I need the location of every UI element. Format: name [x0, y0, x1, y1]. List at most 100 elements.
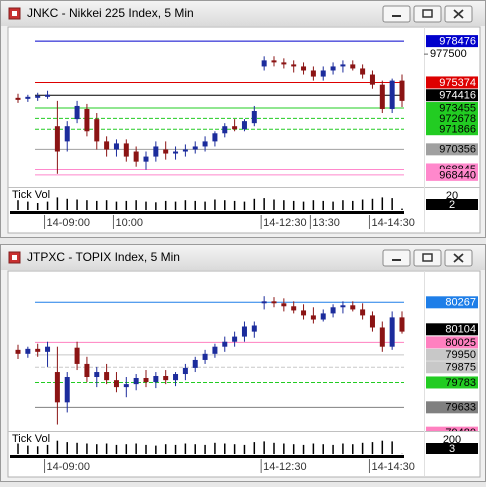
candle-body: [222, 341, 228, 347]
candle-body: [281, 62, 287, 65]
candle-body: [84, 363, 90, 378]
volume-tick-label: 200: [443, 434, 461, 446]
candle-body: [143, 378, 149, 383]
maximize-glyph: [422, 9, 433, 18]
candle-body: [35, 95, 41, 98]
candle-body: [45, 94, 51, 97]
candle-body: [94, 119, 100, 142]
candle-body: [261, 60, 267, 67]
candle-body: [25, 96, 31, 99]
price-label: 79480: [445, 427, 476, 439]
candle-body: [54, 372, 60, 403]
close-glyph: [453, 9, 464, 19]
price-label: 975374: [439, 77, 476, 89]
minimize-button[interactable]: [382, 249, 411, 267]
price-label-box: [426, 426, 478, 431]
price-label: 79783: [445, 377, 476, 389]
maximize-button[interactable]: [413, 5, 442, 23]
maximize-button[interactable]: [413, 249, 442, 267]
candle-body: [192, 146, 198, 150]
candle-body: [281, 303, 287, 307]
price-label: 79950: [445, 349, 476, 361]
candle-body: [202, 353, 208, 360]
price-label-box: [426, 76, 478, 89]
candle-body: [212, 346, 218, 354]
candle-body: [399, 317, 405, 332]
candle-body: [35, 348, 41, 352]
last-volume-label: 3: [449, 443, 455, 455]
price-label: 968440: [439, 169, 476, 181]
candle-body: [232, 126, 238, 130]
candle-body: [153, 146, 159, 157]
candle-body: [301, 310, 307, 316]
candle-body: [369, 74, 375, 85]
candle-body: [64, 126, 70, 142]
candle-body: [133, 378, 139, 385]
close-glyph: [453, 253, 464, 263]
candle-body: [389, 317, 395, 347]
candle-body: [232, 336, 238, 342]
price-label-box: [426, 89, 478, 102]
price-label: 79875: [445, 362, 476, 374]
price-label: 80267: [445, 297, 476, 309]
candle-body: [251, 111, 257, 124]
candle-body: [54, 126, 60, 152]
price-label: 973455: [439, 102, 476, 114]
candle-body: [301, 66, 307, 71]
candle-body: [153, 376, 159, 383]
price-label: 974416: [439, 90, 476, 102]
candle-body: [74, 347, 80, 364]
price-label-box: [426, 35, 478, 48]
volume-tick-label: 20: [446, 190, 458, 202]
price-label-box: [426, 168, 478, 181]
candle-body: [173, 374, 179, 381]
candle-body: [291, 306, 297, 311]
price-label-box: [426, 143, 478, 156]
price-label: 80025: [445, 337, 476, 349]
candle-body: [84, 108, 90, 132]
volume-baseline: [10, 455, 404, 458]
candle-body: [261, 301, 267, 304]
candle-body: [173, 151, 179, 154]
price-label: 970356: [439, 144, 476, 156]
candle-body: [94, 372, 100, 378]
candle-body: [360, 309, 366, 316]
candle-body: [123, 384, 129, 388]
chart-window: JTPXC - TOPIX Index, 5 Min 80267 801048002…: [0, 244, 486, 482]
candle-body: [182, 149, 188, 152]
candle-body: [271, 301, 277, 304]
price-label: 978476: [439, 36, 476, 48]
candle-body: [320, 70, 326, 77]
candle-body: [320, 313, 326, 320]
candle-body: [202, 141, 208, 147]
price-label-box: [426, 401, 478, 414]
last-volume-box: [426, 443, 478, 454]
price-label-box: [426, 123, 478, 136]
candle-body: [330, 307, 336, 314]
candle-body: [182, 367, 188, 375]
x-tick-label: 13:30: [312, 217, 340, 229]
candle-body: [163, 149, 169, 154]
minimize-glyph: [392, 15, 401, 17]
price-label-box: [426, 361, 478, 374]
price-label: 80104: [445, 324, 476, 336]
maximize-glyph: [422, 253, 433, 262]
minimize-button[interactable]: [382, 5, 411, 23]
candle-body: [163, 376, 169, 381]
candle-body: [192, 359, 198, 368]
candle-body: [113, 143, 119, 150]
candle-body: [15, 349, 21, 354]
candle-body: [379, 84, 385, 109]
candle-body: [251, 325, 257, 332]
x-tick-label: 14-12:30: [263, 461, 306, 473]
price-label-box: [426, 376, 478, 389]
candle-body: [15, 97, 21, 100]
candle-body: [104, 372, 110, 381]
candle-body: [350, 305, 356, 310]
price-label-box: [426, 348, 478, 361]
x-tick-label: 14-09:00: [47, 461, 90, 473]
candle-body: [350, 64, 356, 69]
